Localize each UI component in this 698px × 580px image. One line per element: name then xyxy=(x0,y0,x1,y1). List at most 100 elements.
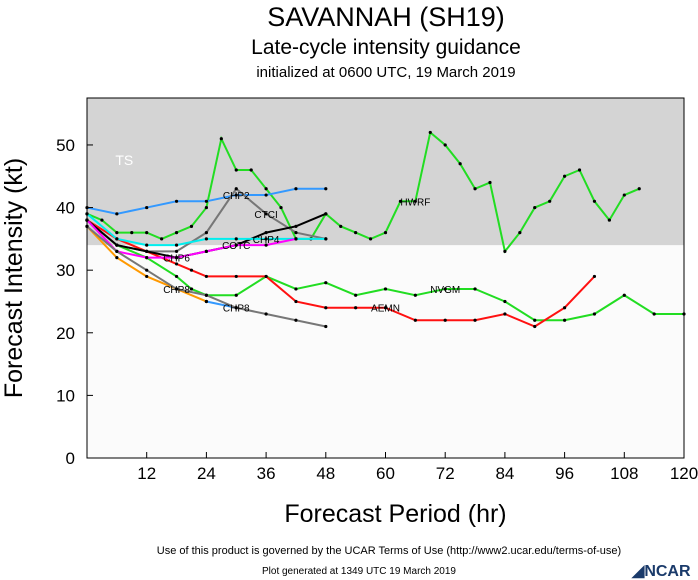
data-point xyxy=(204,299,208,304)
data-point xyxy=(264,274,268,279)
terms-notice: Use of this product is governed by the U… xyxy=(156,545,622,557)
data-point xyxy=(294,187,298,191)
series-label: CHP8 xyxy=(223,304,250,315)
data-point xyxy=(294,224,298,228)
data-point xyxy=(324,187,328,191)
y-tick-label: 20 xyxy=(56,324,75,343)
data-point xyxy=(294,318,298,322)
y-axis-label: Forecast Intensity (kt) xyxy=(0,158,28,398)
data-point xyxy=(324,306,328,310)
y-tick-label: 40 xyxy=(56,199,75,218)
data-point xyxy=(160,237,164,241)
data-point xyxy=(115,243,119,247)
ncar-logo-text: NCAR xyxy=(644,563,691,580)
x-tick-label: 84 xyxy=(495,464,514,483)
x-tick-label: 72 xyxy=(436,464,455,483)
data-point xyxy=(234,187,238,191)
data-point xyxy=(637,187,641,191)
data-point xyxy=(174,199,179,203)
data-point xyxy=(145,243,149,247)
data-point xyxy=(264,193,268,197)
data-point xyxy=(503,312,507,316)
data-point xyxy=(189,268,194,272)
x-axis-label: Forecast Period (hr) xyxy=(284,500,506,528)
y-tick-label: 10 xyxy=(56,386,75,405)
data-point xyxy=(100,218,104,222)
data-point xyxy=(264,243,268,247)
data-point xyxy=(219,137,223,141)
x-tick-label: 48 xyxy=(316,464,335,483)
data-point xyxy=(145,205,149,210)
data-point xyxy=(563,174,567,178)
data-point xyxy=(115,249,119,253)
series-label: HWRF xyxy=(400,197,430,208)
data-point xyxy=(354,293,358,297)
data-point xyxy=(174,243,179,247)
data-point xyxy=(563,318,567,322)
data-point xyxy=(234,243,238,247)
data-point xyxy=(234,168,238,172)
data-point xyxy=(130,231,134,235)
data-point xyxy=(413,199,417,203)
data-point xyxy=(533,205,537,210)
generated-time: Plot generated at 1349 UTC 19 March 2019 xyxy=(261,566,456,577)
data-point xyxy=(443,143,447,147)
data-point xyxy=(204,237,208,241)
data-point xyxy=(145,268,149,272)
data-point xyxy=(518,231,522,235)
data-point xyxy=(204,274,208,279)
data-point xyxy=(324,281,328,285)
data-point xyxy=(324,212,328,216)
data-point xyxy=(592,274,597,279)
data-point xyxy=(189,224,194,228)
data-point xyxy=(234,274,238,279)
data-point xyxy=(473,287,477,291)
series-line-chp6 xyxy=(86,219,297,259)
series-label: CHP8 xyxy=(163,285,190,296)
data-point xyxy=(174,231,179,235)
data-point xyxy=(145,249,149,253)
data-point xyxy=(264,231,268,235)
data-point xyxy=(115,212,119,216)
data-point xyxy=(607,218,611,222)
x-tick-label: 120 xyxy=(670,464,698,483)
band-ts xyxy=(87,98,684,246)
data-point xyxy=(204,249,208,253)
data-point xyxy=(174,256,179,260)
data-point xyxy=(458,162,462,166)
data-point xyxy=(622,293,626,297)
data-point xyxy=(145,231,149,235)
data-point xyxy=(652,312,656,316)
chart-title: SAVANNAH (SH19) xyxy=(267,2,505,32)
data-point xyxy=(443,318,447,322)
x-tick-label: 60 xyxy=(376,464,395,483)
data-point xyxy=(533,318,537,322)
data-point xyxy=(577,168,582,172)
series-line-nvgm xyxy=(86,219,684,322)
band-label: TS xyxy=(115,152,133,168)
data-point xyxy=(264,237,268,241)
data-point xyxy=(354,306,358,310)
x-tick-label: 96 xyxy=(555,464,574,483)
series-label: COTC xyxy=(222,241,250,252)
data-point xyxy=(503,299,507,304)
data-point xyxy=(279,205,283,210)
series-label: CHP4 xyxy=(253,235,280,246)
data-point xyxy=(294,231,298,235)
x-tick-label: 108 xyxy=(610,464,638,483)
data-point xyxy=(204,231,208,235)
x-tick-label: 36 xyxy=(257,464,276,483)
data-point xyxy=(563,306,567,310)
data-point xyxy=(533,324,537,329)
data-point xyxy=(264,187,268,191)
data-point xyxy=(294,237,298,241)
data-point xyxy=(145,274,149,279)
y-tick-label: 30 xyxy=(56,261,75,280)
data-point xyxy=(264,212,268,216)
data-point xyxy=(174,249,179,253)
ncar-logo: ◢NCAR xyxy=(632,563,691,580)
data-point xyxy=(234,306,238,310)
data-point xyxy=(249,168,253,172)
